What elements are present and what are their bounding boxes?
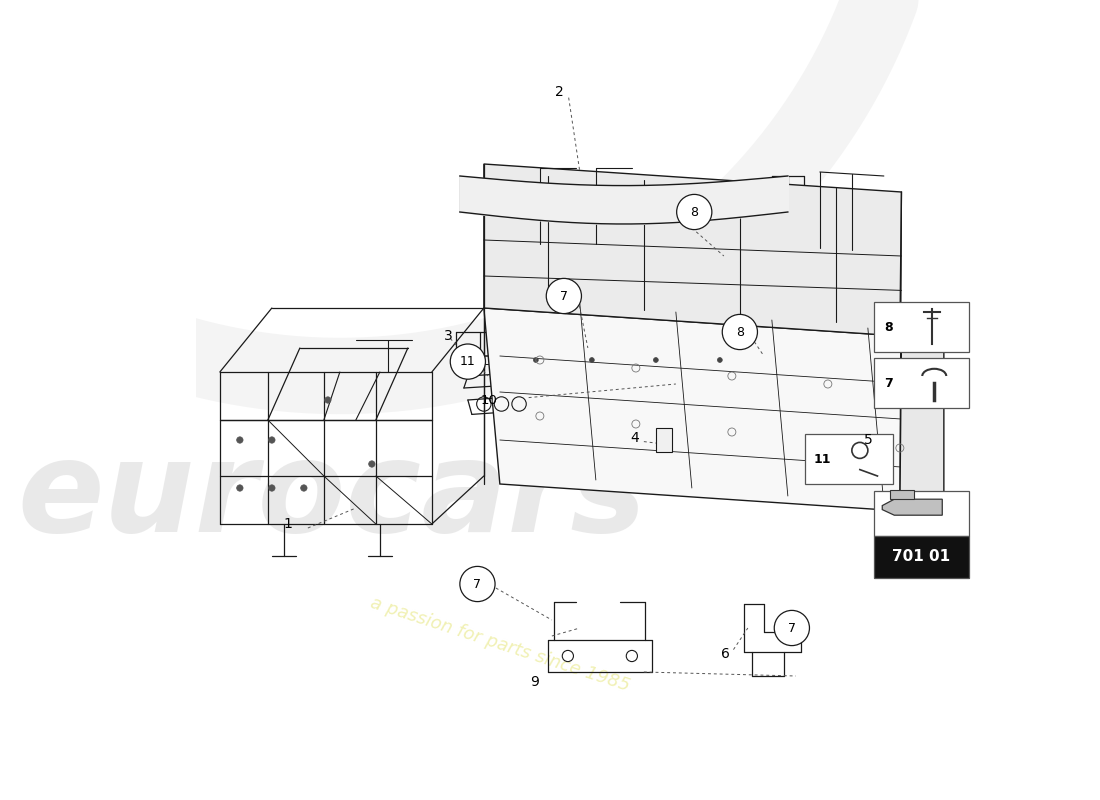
- Circle shape: [268, 437, 275, 443]
- Circle shape: [477, 358, 482, 362]
- Circle shape: [723, 314, 758, 350]
- Text: 11: 11: [460, 355, 475, 368]
- Text: 7: 7: [560, 290, 568, 302]
- Text: 7: 7: [788, 622, 796, 634]
- Text: 2: 2: [556, 85, 564, 99]
- Text: 3: 3: [443, 329, 452, 343]
- FancyBboxPatch shape: [874, 358, 969, 408]
- Circle shape: [324, 397, 331, 403]
- Text: 10: 10: [481, 394, 498, 406]
- Text: 7: 7: [884, 377, 892, 390]
- Circle shape: [236, 485, 243, 491]
- Text: 9: 9: [530, 674, 539, 689]
- FancyBboxPatch shape: [874, 302, 969, 352]
- Polygon shape: [484, 164, 902, 336]
- Circle shape: [450, 344, 485, 379]
- Circle shape: [534, 358, 538, 362]
- Text: 701 01: 701 01: [892, 550, 950, 564]
- Circle shape: [547, 278, 582, 314]
- FancyBboxPatch shape: [874, 491, 969, 536]
- Circle shape: [460, 566, 495, 602]
- Text: 5: 5: [864, 433, 872, 447]
- Circle shape: [717, 358, 723, 362]
- Text: 8: 8: [691, 206, 698, 218]
- Circle shape: [676, 194, 712, 230]
- Text: 7: 7: [473, 578, 482, 590]
- FancyBboxPatch shape: [656, 428, 672, 452]
- Circle shape: [368, 461, 375, 467]
- FancyBboxPatch shape: [805, 434, 893, 484]
- Polygon shape: [882, 499, 943, 515]
- Circle shape: [774, 610, 810, 646]
- FancyBboxPatch shape: [874, 536, 969, 578]
- FancyBboxPatch shape: [851, 435, 876, 450]
- Text: eurocars: eurocars: [18, 434, 647, 558]
- Circle shape: [300, 485, 307, 491]
- Text: 1: 1: [284, 517, 293, 531]
- Text: 11: 11: [814, 453, 830, 466]
- Text: 8: 8: [884, 321, 892, 334]
- Circle shape: [653, 358, 658, 362]
- Polygon shape: [890, 490, 914, 499]
- Circle shape: [236, 437, 243, 443]
- Polygon shape: [900, 328, 944, 512]
- Text: 6: 6: [720, 647, 730, 662]
- Text: a passion for parts since 1985: a passion for parts since 1985: [367, 594, 631, 694]
- Circle shape: [590, 358, 594, 362]
- Text: 8: 8: [736, 326, 744, 338]
- Polygon shape: [484, 308, 916, 512]
- Circle shape: [268, 485, 275, 491]
- Text: 4: 4: [630, 431, 639, 446]
